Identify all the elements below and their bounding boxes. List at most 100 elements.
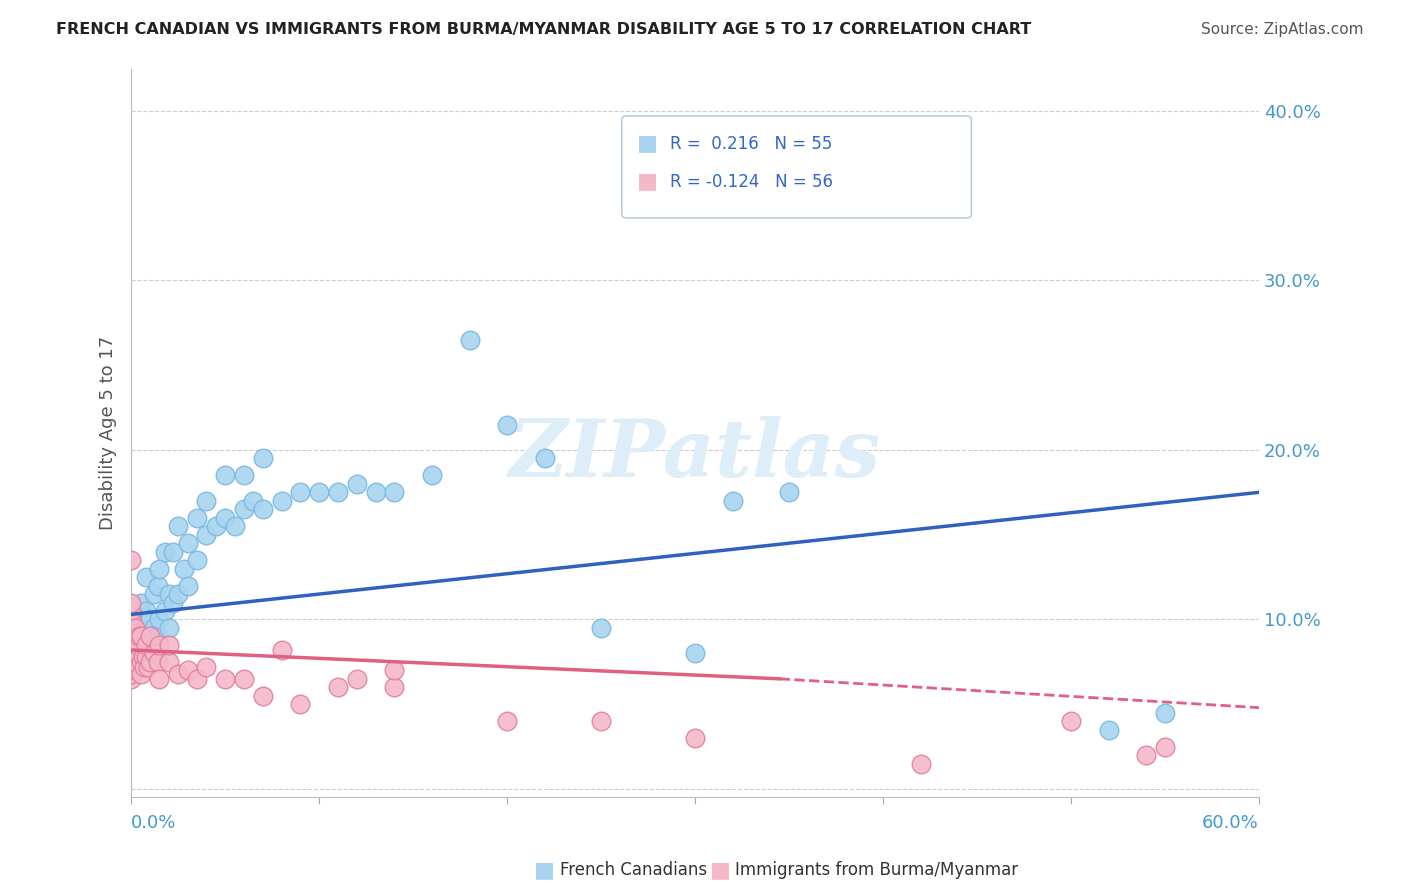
Point [326, 681, 349, 695]
Point [176, 664, 198, 678]
Point [120, 632, 142, 647]
Point [167, 519, 190, 533]
Point [778, 485, 800, 500]
Point [135, 604, 157, 618]
Point [1154, 739, 1177, 754]
Point [420, 468, 443, 483]
Point [233, 502, 256, 516]
Point [124, 664, 146, 678]
Point [157, 587, 180, 601]
Point [120, 621, 142, 635]
Text: R =  0.216   N = 55: R = 0.216 N = 55 [671, 135, 832, 153]
Point [270, 493, 292, 508]
Point [125, 647, 148, 661]
Point [135, 638, 157, 652]
Point [120, 638, 142, 652]
Point [252, 689, 274, 703]
Point [120, 626, 142, 640]
Point [533, 451, 555, 466]
Point [167, 666, 190, 681]
Point [120, 666, 142, 681]
Text: Source: ZipAtlas.com: Source: ZipAtlas.com [1201, 22, 1364, 37]
Point [308, 485, 330, 500]
Text: ■: ■ [534, 860, 555, 880]
Point [162, 544, 184, 558]
Point [834, 120, 856, 135]
Point [205, 519, 228, 533]
Point [290, 698, 312, 712]
Point [120, 643, 142, 657]
Point [129, 630, 152, 644]
Point [162, 595, 184, 609]
Point [591, 621, 613, 635]
Point [346, 672, 368, 686]
Point [173, 561, 195, 575]
Point [153, 604, 176, 618]
Text: French Canadians: French Canadians [560, 861, 707, 879]
Point [176, 536, 198, 550]
Point [139, 638, 162, 652]
Point [382, 485, 405, 500]
Point [124, 655, 146, 669]
Point [135, 630, 157, 644]
Point [148, 672, 170, 686]
Point [233, 468, 256, 483]
Point [120, 604, 142, 618]
Point [129, 655, 152, 669]
Point [120, 672, 142, 686]
Point [120, 553, 142, 567]
Point [214, 468, 236, 483]
Point [129, 595, 152, 609]
Point [167, 587, 190, 601]
Point [1097, 723, 1119, 737]
Text: Immigrants from Burma/Myanmar: Immigrants from Burma/Myanmar [735, 861, 1018, 879]
Point [290, 485, 312, 500]
Point [120, 595, 142, 609]
Point [146, 655, 169, 669]
Point [142, 647, 165, 661]
Point [135, 570, 157, 584]
Text: ■: ■ [710, 860, 731, 880]
Point [346, 476, 368, 491]
Point [142, 587, 165, 601]
Point [496, 417, 519, 432]
Point [270, 643, 292, 657]
Point [683, 731, 706, 746]
Point [382, 681, 405, 695]
Point [120, 612, 142, 626]
Point [139, 612, 162, 626]
Point [139, 630, 162, 644]
Point [224, 519, 246, 533]
Point [157, 655, 180, 669]
Point [124, 621, 146, 635]
Point [195, 660, 218, 674]
Point [233, 672, 256, 686]
Point [136, 660, 159, 674]
Point [326, 485, 349, 500]
Point [252, 502, 274, 516]
Point [131, 649, 153, 664]
Point [120, 660, 142, 674]
FancyBboxPatch shape [621, 116, 972, 218]
Y-axis label: Disability Age 5 to 17: Disability Age 5 to 17 [100, 336, 117, 530]
Point [125, 638, 148, 652]
Point [157, 621, 180, 635]
Point [1060, 714, 1083, 729]
Point [242, 493, 264, 508]
Text: ZIPatlas: ZIPatlas [509, 417, 882, 493]
Point [135, 649, 157, 664]
Text: FRENCH CANADIAN VS IMMIGRANTS FROM BURMA/MYANMAR DISABILITY AGE 5 TO 17 CORRELAT: FRENCH CANADIAN VS IMMIGRANTS FROM BURMA… [56, 22, 1032, 37]
Point [146, 630, 169, 644]
Point [146, 578, 169, 592]
Point [1154, 706, 1177, 720]
Point [186, 672, 208, 686]
Point [186, 553, 208, 567]
Point [382, 664, 405, 678]
Point [148, 612, 170, 626]
Point [496, 714, 519, 729]
Point [195, 493, 218, 508]
Text: R = -0.124   N = 56: R = -0.124 N = 56 [671, 172, 834, 191]
Point [129, 621, 152, 635]
Point [148, 638, 170, 652]
Text: ■: ■ [637, 171, 658, 192]
